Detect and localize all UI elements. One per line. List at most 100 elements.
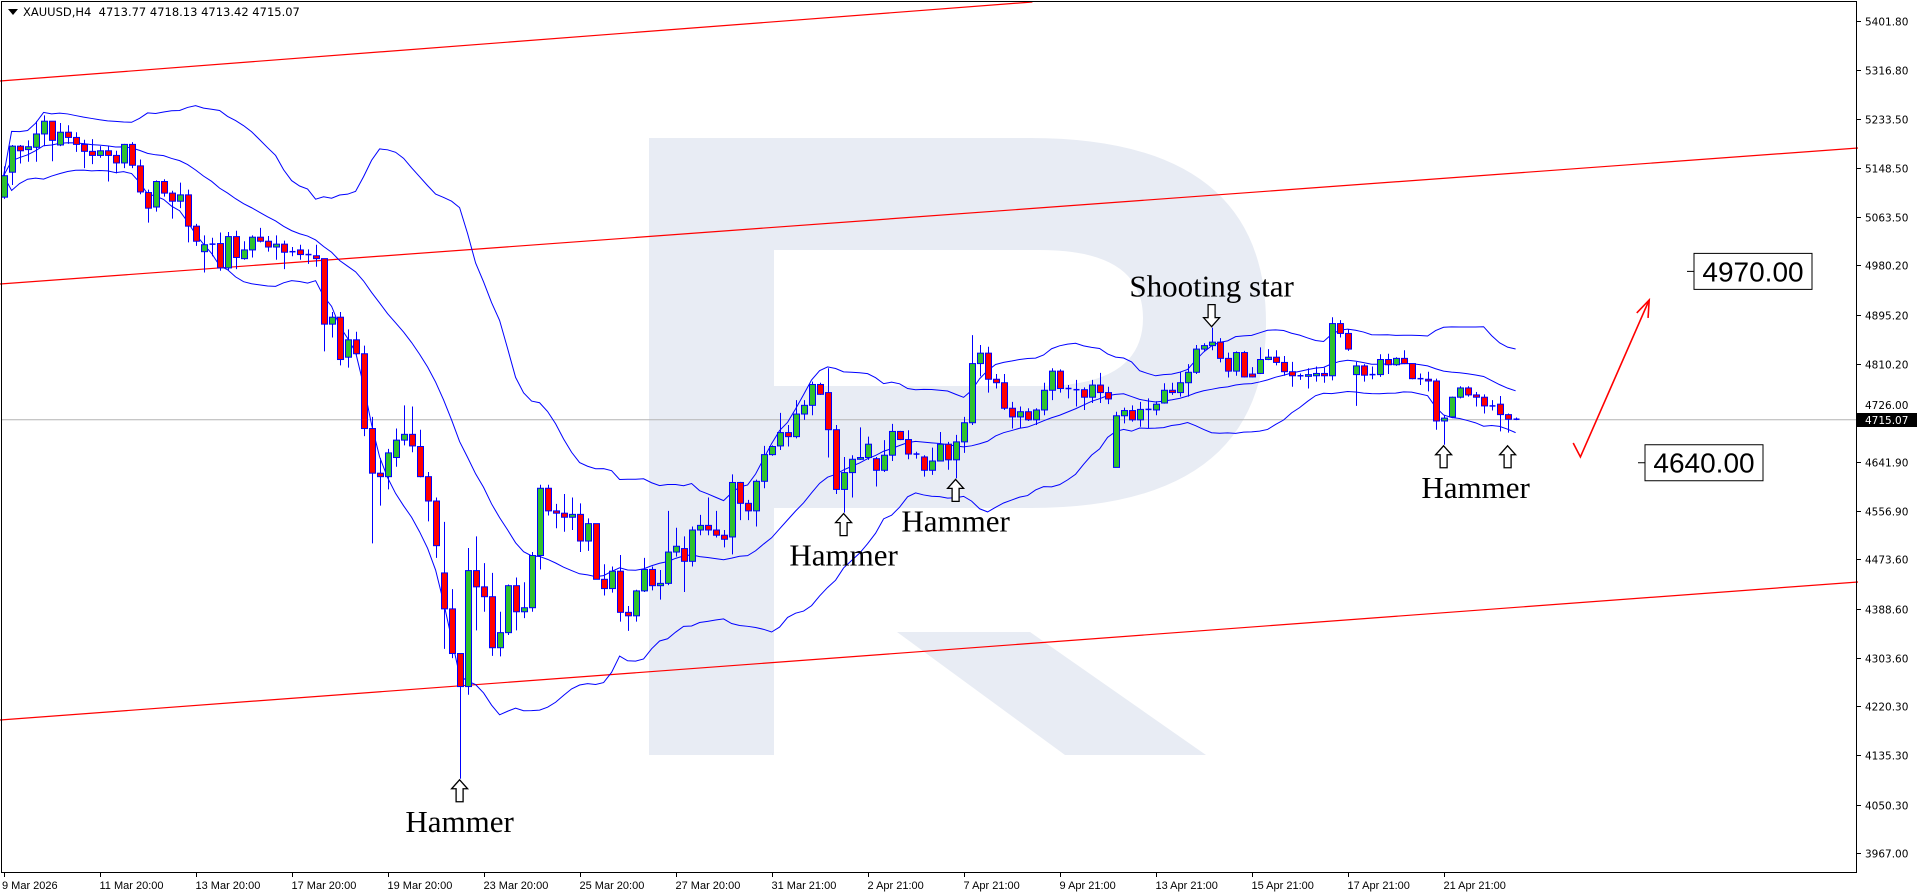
candle-body-bear bbox=[1273, 356, 1280, 363]
candle bbox=[121, 143, 128, 169]
candle bbox=[425, 472, 432, 522]
candle bbox=[225, 231, 232, 271]
candle-body-bear bbox=[1425, 378, 1432, 382]
candle-body-bear bbox=[337, 316, 344, 361]
candle-body-bear bbox=[1473, 394, 1480, 398]
candle bbox=[881, 440, 888, 473]
candle bbox=[577, 503, 584, 553]
candle bbox=[1281, 356, 1288, 376]
candle bbox=[945, 441, 952, 470]
candle-body-bear bbox=[281, 243, 288, 253]
time-tick-label: 11 Mar 20:00 bbox=[100, 880, 164, 892]
candle-body-bull bbox=[273, 243, 280, 248]
candle bbox=[1017, 406, 1024, 429]
target-label: 4970.00 bbox=[1687, 252, 1813, 290]
candle bbox=[1369, 366, 1376, 380]
candle bbox=[1353, 361, 1360, 406]
candle bbox=[553, 503, 560, 529]
candle bbox=[689, 526, 696, 567]
price-axis[interactable]: 5401.80 5316.80 5233.50 5148.50 5063.50 4980.… bbox=[1856, 17, 1917, 861]
candle bbox=[377, 458, 384, 506]
bollinger-upper-band bbox=[3, 105, 1516, 502]
candle-body-bear bbox=[17, 145, 24, 152]
candle bbox=[921, 455, 928, 477]
candle-body-bull bbox=[505, 585, 512, 634]
candle-body-bull bbox=[889, 430, 896, 456]
candle bbox=[929, 447, 936, 475]
candle bbox=[1241, 350, 1248, 378]
candle-body-bull bbox=[841, 472, 848, 490]
price-tick-label: 4303.60 bbox=[1865, 654, 1908, 666]
time-tick-label: 13 Apr 21:00 bbox=[1156, 880, 1218, 892]
candle bbox=[889, 423, 896, 462]
candle-body-bear bbox=[785, 432, 792, 438]
candle bbox=[9, 144, 16, 185]
candle-body-bear bbox=[513, 585, 520, 613]
candle bbox=[1457, 386, 1464, 399]
candle-body-bull bbox=[401, 433, 408, 441]
candle bbox=[65, 125, 72, 144]
candle-body-bear bbox=[721, 534, 728, 540]
candle bbox=[1065, 385, 1072, 399]
channel-line bbox=[0, 581, 1859, 721]
annotation-label: Hammer bbox=[789, 538, 898, 573]
candle bbox=[1073, 379, 1080, 407]
candle bbox=[1345, 329, 1352, 351]
arrow-up-icon bbox=[450, 778, 470, 803]
candle bbox=[353, 331, 360, 355]
candle-body-bull bbox=[801, 404, 808, 415]
candle-body-bull bbox=[761, 454, 768, 482]
candle bbox=[569, 497, 576, 531]
candle-body-bull bbox=[201, 244, 208, 253]
candle bbox=[961, 416, 968, 453]
candle-body-bear bbox=[649, 568, 656, 587]
candle bbox=[81, 139, 88, 169]
candle-body-bear bbox=[1497, 403, 1504, 416]
candle bbox=[1425, 371, 1432, 392]
candle bbox=[1265, 349, 1272, 361]
candle bbox=[273, 235, 280, 260]
candle bbox=[1033, 408, 1040, 426]
candle-body-bear bbox=[489, 596, 496, 649]
candle bbox=[1137, 401, 1144, 427]
candle-body-bull bbox=[769, 446, 776, 456]
candle-body-bull bbox=[1089, 384, 1096, 398]
candle-body-bear bbox=[353, 339, 360, 355]
candle-body-bull bbox=[465, 570, 472, 688]
candle-body-bear bbox=[705, 524, 712, 531]
dropdown-triangle-icon[interactable] bbox=[8, 9, 18, 15]
candle bbox=[857, 427, 864, 460]
candle bbox=[537, 484, 544, 570]
candle-body-bear bbox=[65, 131, 72, 138]
candle-body-bear bbox=[145, 192, 152, 209]
candle-body-bull bbox=[1449, 396, 1456, 418]
candle-body-bull bbox=[849, 458, 856, 474]
candle bbox=[681, 536, 688, 593]
candle bbox=[337, 311, 344, 366]
candle-body-bear bbox=[601, 578, 608, 590]
candle-body-bear bbox=[873, 458, 880, 471]
candle-body-bull bbox=[25, 146, 32, 151]
candle bbox=[1081, 387, 1088, 410]
candle-body-bear bbox=[1289, 371, 1296, 377]
candle-body-bear bbox=[73, 136, 80, 145]
price-tick-label: 4980.20 bbox=[1865, 261, 1908, 273]
candle bbox=[745, 499, 752, 521]
time-axis[interactable]: 9 Mar 2026 11 Mar 20:00 13 Mar 20:00 17 Mar… bbox=[2, 872, 1506, 892]
candle bbox=[1097, 372, 1104, 404]
candle bbox=[1409, 363, 1416, 380]
candle-body-bear bbox=[1025, 411, 1032, 421]
annotation-hammer: Hammer bbox=[1421, 444, 1530, 505]
candle-body-bull bbox=[97, 150, 104, 156]
candle bbox=[217, 232, 224, 271]
candle-body-bear bbox=[473, 570, 480, 588]
candle bbox=[609, 566, 616, 593]
candle-body-bear bbox=[745, 502, 752, 512]
candle-body-bull bbox=[537, 487, 544, 557]
candle-body-bull bbox=[793, 413, 800, 438]
candle bbox=[1329, 317, 1336, 381]
candle bbox=[1105, 386, 1112, 405]
candle-body-bear bbox=[481, 586, 488, 598]
